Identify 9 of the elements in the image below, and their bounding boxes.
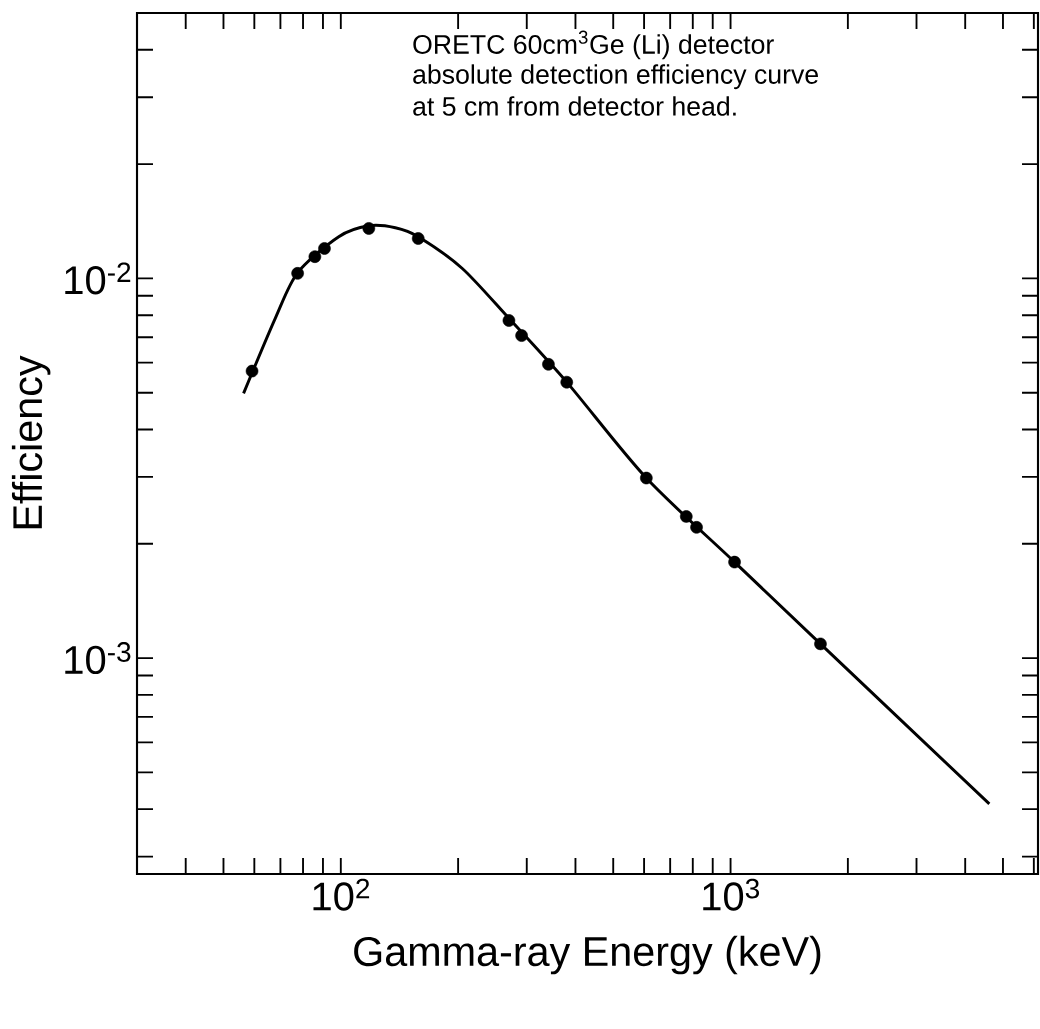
x-tick-label: 10$^{2}$	[313, 878, 370, 911]
y-axis-title: Efficiency	[11, 355, 51, 529]
y-tick-label: 10$^{-3}$	[65, 642, 131, 675]
annotation: at 5 cm from detector head.	[413, 96, 736, 116]
x-tick-label: 10$^{3}$	[703, 878, 760, 911]
y-tick-label: 10$^{-2}$	[65, 262, 131, 295]
annotation: ORETC 60cm$^{3}$Ge (Li) detector	[413, 30, 774, 60]
x-axis-title: Gamma-ray Energy (keV)	[354, 935, 821, 975]
annotation: absolute detection efficiency curve	[413, 64, 818, 90]
